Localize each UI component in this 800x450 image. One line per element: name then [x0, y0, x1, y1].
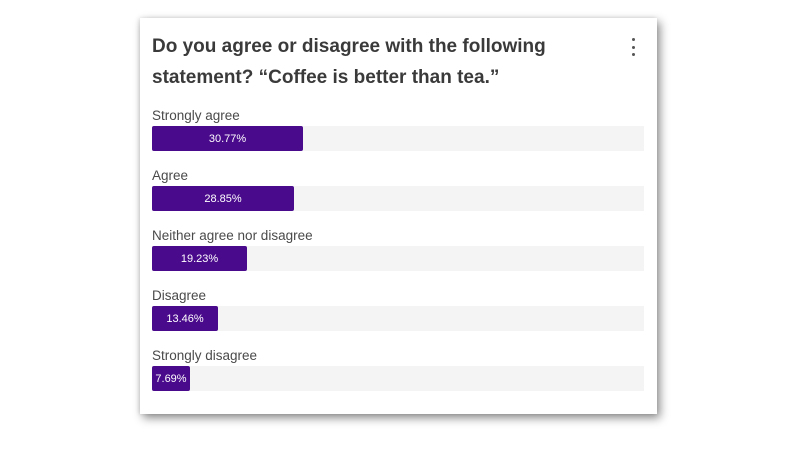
poll-option-row: Strongly disagree 7.69%: [152, 347, 644, 407]
poll-bar: 13.46%: [152, 306, 218, 331]
poll-option-row: Disagree 13.46%: [152, 287, 644, 347]
poll-bar-track: 13.46%: [152, 306, 644, 331]
poll-card: Do you agree or disagree with the follow…: [140, 18, 657, 414]
poll-option-row: Strongly agree 30.77%: [152, 107, 644, 167]
poll-bar-value: 13.46%: [166, 312, 204, 325]
poll-option-label: Agree: [152, 168, 189, 183]
poll-bar-value: 30.77%: [208, 132, 247, 145]
poll-option-row: Agree 28.85%: [152, 167, 644, 227]
more-vert-icon-dot: [631, 45, 635, 49]
poll-bar-track: 7.69%: [152, 366, 644, 391]
poll-results: Strongly agree 30.77% Agree 28.85% Neither a…: [152, 107, 644, 407]
more-options-button[interactable]: [626, 38, 640, 56]
poll-bar-track: 28.85%: [152, 186, 644, 211]
poll-bar-value: 7.69%: [155, 372, 187, 385]
poll-bar: 19.23%: [152, 246, 247, 271]
poll-bar-value: 28.85%: [204, 192, 242, 205]
poll-bar: 28.85%: [152, 186, 294, 211]
poll-option-label: Neither agree nor disagree: [152, 228, 313, 243]
more-vert-icon: [631, 38, 635, 41]
poll-question: Do you agree or disagree with the follow…: [152, 36, 546, 88]
poll-bar-value: 19.23%: [180, 252, 219, 265]
poll-bar-track: 19.23%: [152, 246, 644, 271]
poll-option-label: Strongly disagree: [152, 348, 258, 363]
poll-bar: 7.69%: [152, 366, 190, 391]
poll-bar-track: 30.77%: [152, 126, 644, 151]
poll-option-label: Strongly agree: [152, 108, 240, 123]
poll-option-row: Neither agree nor disagree 19.23%: [152, 227, 644, 287]
more-vert-icon-dot: [631, 53, 635, 56]
poll-bar: 30.77%: [152, 126, 303, 151]
poll-option-label: Disagree: [152, 288, 207, 303]
